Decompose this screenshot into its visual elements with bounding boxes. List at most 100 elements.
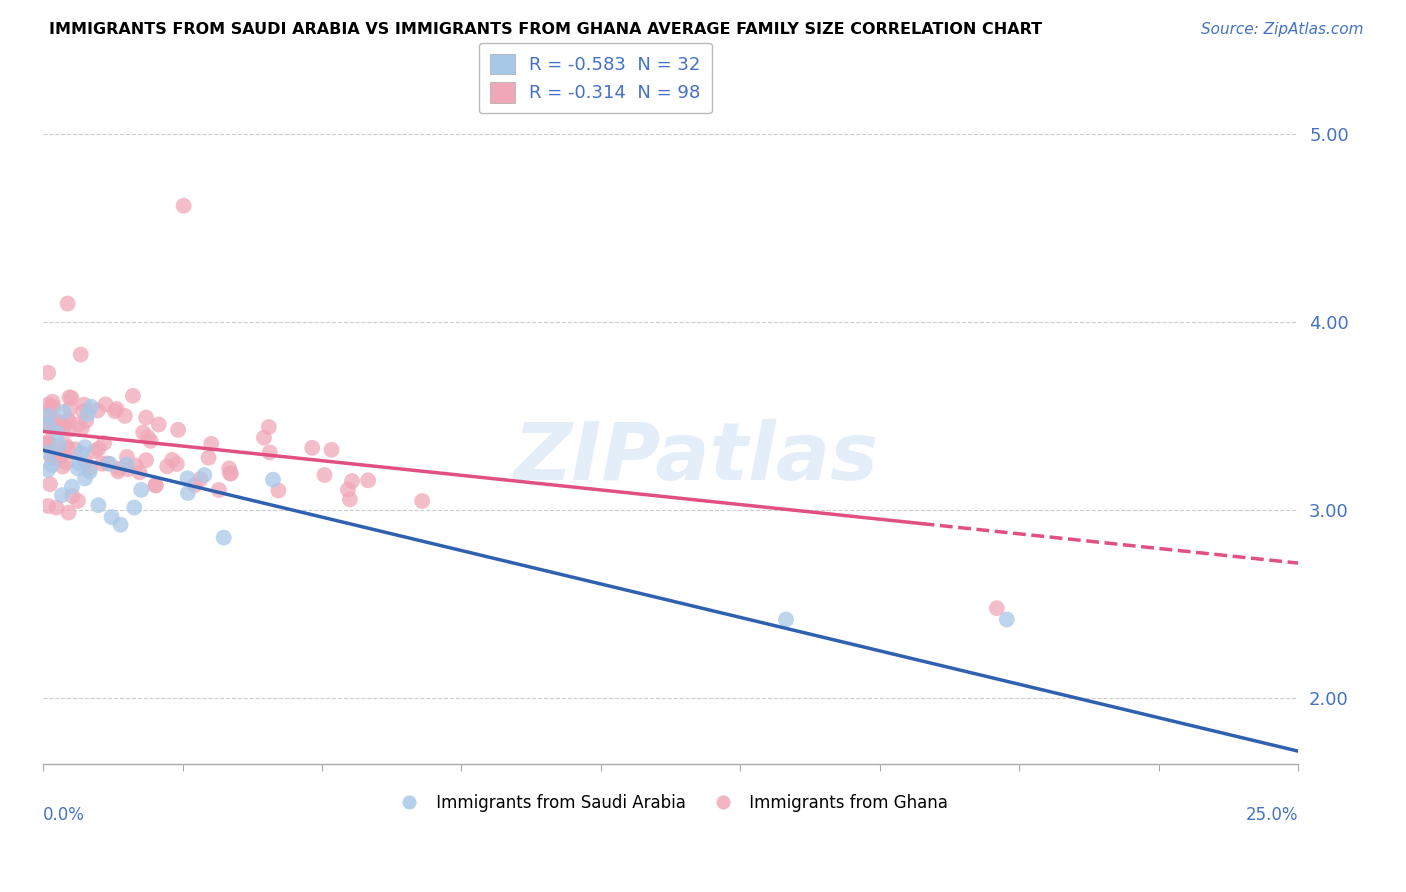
Point bbox=[69, 348, 91, 362]
Point bbox=[162, 452, 184, 467]
Point bbox=[200, 437, 222, 451]
Point bbox=[37, 435, 59, 450]
Point bbox=[39, 477, 62, 491]
Point bbox=[60, 480, 83, 494]
Point bbox=[219, 467, 242, 481]
Point bbox=[173, 199, 195, 213]
Point bbox=[67, 456, 90, 470]
Point bbox=[87, 442, 110, 456]
Point bbox=[357, 473, 380, 487]
Point bbox=[183, 478, 205, 492]
Point bbox=[39, 400, 62, 414]
Point bbox=[63, 442, 86, 457]
Point bbox=[98, 457, 121, 471]
Point bbox=[91, 457, 114, 471]
Point bbox=[70, 421, 93, 435]
Point bbox=[52, 459, 75, 474]
Point bbox=[139, 434, 162, 448]
Point bbox=[93, 436, 115, 450]
Point bbox=[41, 458, 63, 472]
Point bbox=[53, 438, 76, 452]
Point bbox=[58, 506, 80, 520]
Point bbox=[177, 486, 200, 500]
Point bbox=[148, 417, 170, 432]
Point bbox=[135, 453, 157, 467]
Point bbox=[37, 434, 59, 449]
Point bbox=[125, 458, 148, 473]
Point bbox=[46, 426, 69, 441]
Point bbox=[267, 483, 290, 498]
Point bbox=[70, 446, 93, 460]
Point bbox=[145, 478, 167, 492]
Point bbox=[136, 430, 159, 444]
Point bbox=[132, 425, 155, 440]
Point bbox=[87, 498, 110, 512]
Point bbox=[208, 483, 231, 497]
Point bbox=[75, 455, 97, 469]
Point bbox=[80, 400, 103, 414]
Point bbox=[176, 471, 198, 485]
Point bbox=[94, 397, 117, 411]
Point bbox=[145, 478, 167, 492]
Text: Source: ZipAtlas.com: Source: ZipAtlas.com bbox=[1201, 22, 1364, 37]
Text: ZIPatlas: ZIPatlas bbox=[513, 419, 879, 497]
Point bbox=[59, 401, 82, 416]
Point bbox=[166, 457, 188, 471]
Point bbox=[107, 464, 129, 478]
Point bbox=[73, 471, 96, 485]
Point bbox=[110, 517, 132, 532]
Point bbox=[58, 413, 80, 427]
Point bbox=[124, 500, 146, 515]
Point bbox=[218, 461, 240, 475]
Point bbox=[339, 492, 361, 507]
Point bbox=[39, 437, 62, 451]
Point bbox=[45, 413, 67, 427]
Point bbox=[212, 531, 235, 545]
Point bbox=[75, 414, 97, 428]
Point bbox=[129, 483, 152, 497]
Text: 0.0%: 0.0% bbox=[44, 806, 84, 824]
Point bbox=[253, 431, 276, 445]
Point bbox=[117, 462, 139, 476]
Point bbox=[58, 423, 80, 437]
Point bbox=[37, 418, 59, 433]
Point bbox=[301, 441, 323, 455]
Point bbox=[197, 450, 219, 465]
Point bbox=[49, 449, 72, 463]
Point bbox=[42, 447, 65, 461]
Point bbox=[321, 442, 343, 457]
Point bbox=[105, 401, 128, 416]
Point bbox=[135, 410, 157, 425]
Point bbox=[60, 391, 83, 405]
Point bbox=[411, 494, 433, 508]
Point bbox=[262, 473, 284, 487]
Point bbox=[156, 459, 179, 474]
Point bbox=[108, 462, 131, 476]
Point bbox=[115, 458, 138, 472]
Point bbox=[37, 366, 59, 380]
Point bbox=[128, 466, 150, 480]
Point bbox=[41, 450, 63, 465]
Point bbox=[86, 403, 108, 417]
Point bbox=[56, 441, 79, 455]
Point bbox=[37, 418, 59, 433]
Point bbox=[37, 463, 59, 477]
Point bbox=[76, 407, 98, 421]
Point bbox=[38, 397, 60, 411]
Text: 25.0%: 25.0% bbox=[1246, 806, 1298, 824]
Point bbox=[48, 437, 70, 451]
Point bbox=[193, 468, 215, 483]
Point bbox=[42, 400, 65, 414]
Point bbox=[219, 467, 242, 481]
Point bbox=[188, 472, 211, 486]
Point bbox=[52, 418, 75, 433]
Point bbox=[52, 405, 75, 419]
Point bbox=[104, 404, 127, 418]
Point bbox=[46, 415, 69, 429]
Point bbox=[775, 612, 797, 626]
Point bbox=[167, 423, 190, 437]
Point bbox=[115, 450, 138, 464]
Point bbox=[66, 461, 89, 475]
Point bbox=[73, 398, 96, 412]
Point bbox=[45, 421, 67, 435]
